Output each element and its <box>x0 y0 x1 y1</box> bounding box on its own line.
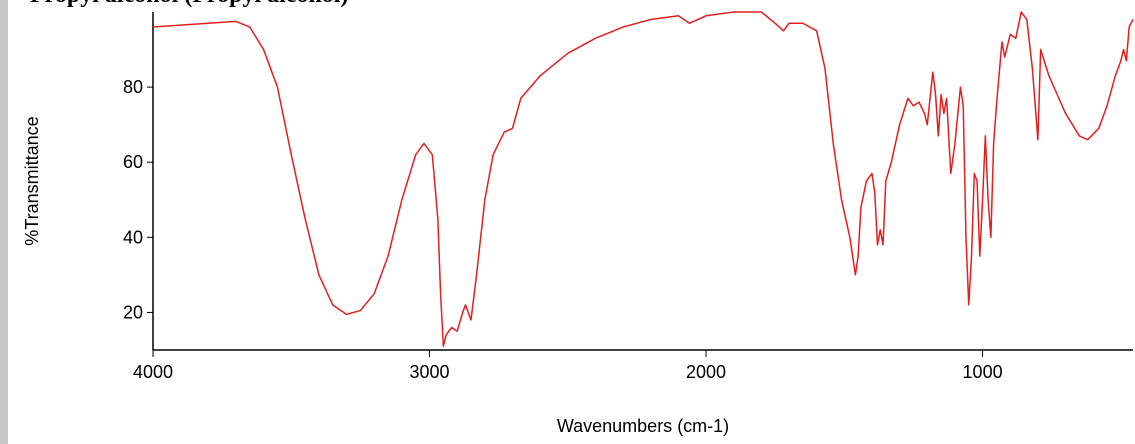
x-tick-label: 3000 <box>410 362 450 382</box>
spectrum-line <box>152 11 1134 347</box>
x-axis-label: Wavenumbers (cm-1) <box>557 416 729 436</box>
window-border <box>0 0 8 444</box>
x-tick-label: 2000 <box>686 362 726 382</box>
y-tick-label: 80 <box>123 77 143 97</box>
y-tick-label: 60 <box>123 152 143 172</box>
y-axis-label: %Transmittance <box>22 116 42 245</box>
y-tick-label: 20 <box>123 302 143 322</box>
y-tick-label: 40 <box>123 227 143 247</box>
x-tick-label: 4000 <box>133 362 173 382</box>
x-tick-label: 1000 <box>963 362 1003 382</box>
chart-title: Propyl alcohol (Propyl alcohol) <box>30 0 348 8</box>
